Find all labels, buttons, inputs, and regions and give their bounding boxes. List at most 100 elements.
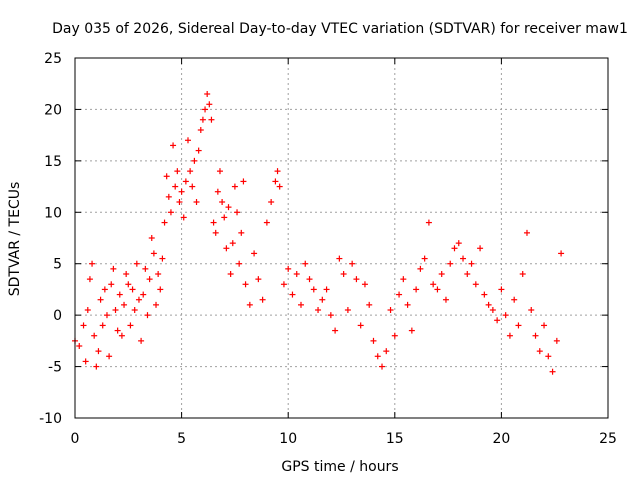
data-point [125,281,132,288]
data-point [103,312,110,319]
data-point [167,209,174,216]
data-point [442,296,449,303]
data-point [276,183,283,190]
data-point [515,322,522,329]
data-point [142,265,149,272]
data-point [387,307,394,313]
data-point [133,260,140,267]
data-point [116,291,123,298]
data-point [131,307,138,313]
data-point [227,271,234,277]
x-tick-label: 10 [279,431,297,447]
data-point [460,255,467,262]
data-point [541,322,548,329]
data-point [138,337,145,344]
data-point [315,307,322,313]
data-point [464,271,471,277]
data-point [208,116,215,123]
data-point [528,307,535,313]
data-point [135,296,142,303]
data-point [396,291,403,298]
data-point [129,286,136,293]
data-point [323,286,330,293]
data-point [558,250,565,257]
data-point [187,168,194,175]
data-point [327,312,334,319]
data-point [101,286,108,293]
data-point [150,250,157,257]
data-point [184,137,191,144]
data-point [344,307,351,313]
data-point [477,245,484,252]
data-point [519,271,526,277]
data-point [140,291,147,298]
data-point [319,296,326,303]
data-point [80,322,87,329]
data-point [285,265,292,272]
data-point [391,332,398,339]
x-tick-label: 25 [599,431,617,447]
data-point [238,229,245,236]
data-point [532,332,539,339]
data-point [417,265,424,272]
data-point [108,281,115,288]
data-point [489,307,496,313]
data-point [353,276,360,283]
data-point [84,307,91,313]
data-point [114,327,121,334]
data-point [216,168,223,175]
y-tick-label: 0 [53,308,62,324]
y-tick-label: -5 [48,360,62,376]
data-point [506,332,513,339]
data-point [361,281,368,288]
data-point [274,168,281,175]
data-point [240,178,247,185]
data-point [379,363,386,370]
data-point [297,301,304,308]
data-point [118,332,125,339]
data-point [76,343,83,349]
plot-frame [74,57,609,419]
y-tick-label: 15 [44,154,62,170]
data-point [93,363,100,370]
x-tick-label: 5 [177,431,186,447]
data-point [221,214,228,221]
data-point [472,281,479,288]
y-tick-label: -10 [39,411,62,427]
data-point [438,271,445,277]
data-point [310,286,317,293]
data-point [210,219,217,226]
data-point [123,271,130,277]
data-point [91,332,98,339]
data-point [553,337,560,344]
data-point [82,358,89,365]
data-point [199,116,206,123]
data-point [246,301,253,308]
chart-title: Day 035 of 2026, Sidereal Day-to-day VTE… [52,21,628,37]
data-point [272,178,279,185]
data-point [366,301,373,308]
data-point [413,286,420,293]
data-point [340,271,347,277]
data-point [404,301,411,308]
data-point [255,276,262,283]
data-point [231,183,238,190]
data-point [468,260,475,267]
data-point [502,312,509,319]
data-point [219,199,226,205]
data-point [97,296,104,303]
data-point [349,260,356,267]
data-point [511,296,518,303]
data-point [127,322,134,329]
data-point [251,250,258,257]
data-point [206,101,213,108]
data-points [72,91,565,375]
data-point [332,327,339,334]
data-point [202,106,209,113]
y-tick-label: 10 [44,205,62,221]
data-point [430,281,437,288]
y-tick-label: 20 [44,102,62,118]
data-point [485,301,492,308]
